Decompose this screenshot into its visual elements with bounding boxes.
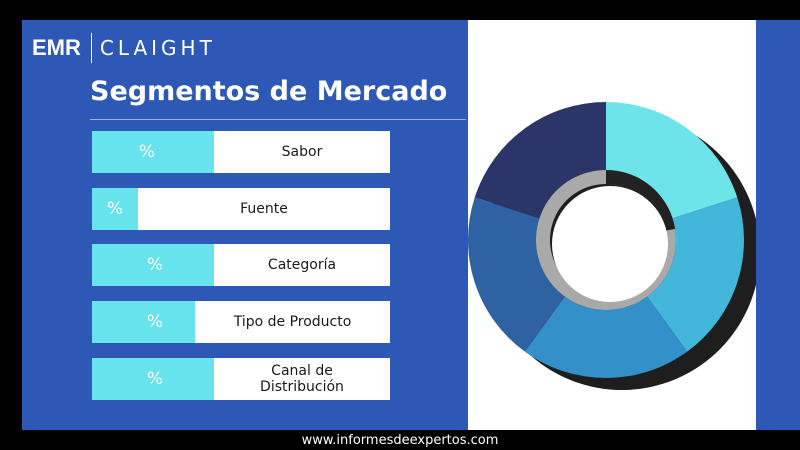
segment-row-fuente: % Fuente — [92, 188, 390, 230]
donut-inner-ring — [535, 170, 676, 310]
donut-slice-3 — [524, 296, 688, 378]
donut-slice-1 — [606, 102, 738, 219]
segment-label: Tipo de Producto — [233, 314, 352, 330]
segment-label: Sabor — [281, 144, 323, 160]
segment-row-canal-de-distribucion: % Canal de Distribución — [92, 358, 390, 400]
segment-fill — [92, 301, 195, 343]
segment-row-categoria: % Categoría — [92, 244, 390, 286]
segment-percent: % — [146, 369, 164, 389]
segment-row-tipo-de-producto: % Tipo de Producto — [92, 301, 390, 343]
donut-hole — [552, 186, 668, 302]
donut-slice-5 — [474, 102, 606, 219]
segment-label: Fuente — [240, 201, 288, 217]
logo-brand-text: CLAIGHT — [99, 36, 216, 60]
page-title: Segmentos de Mercado — [90, 76, 448, 107]
segment-percent: % — [146, 255, 164, 275]
segment-percent: % — [106, 199, 124, 219]
donut-slice-4 — [468, 197, 565, 352]
donut-chart — [468, 102, 756, 390]
segment-label: Categoría — [267, 257, 337, 273]
right-strip — [756, 20, 800, 430]
segment-row-sabor: % Sabor — [92, 131, 390, 173]
donut-slice-2 — [647, 197, 744, 352]
brand-logo: EMR CLAIGHT — [32, 32, 216, 64]
donut-slices — [468, 102, 744, 378]
logo-emr-text: EMR — [32, 35, 81, 60]
segment-fill — [92, 358, 214, 400]
title-underline — [90, 119, 466, 120]
segment-fill — [92, 188, 138, 230]
segment-percent: % — [138, 142, 156, 162]
segment-percent: % — [146, 312, 164, 332]
segment-fill — [92, 244, 214, 286]
footer-url: www.informesdeexpertos.com — [301, 432, 499, 448]
logo-divider — [90, 33, 92, 63]
segment-fill — [92, 131, 214, 173]
segment-label: Canal de Distribución — [260, 363, 344, 395]
